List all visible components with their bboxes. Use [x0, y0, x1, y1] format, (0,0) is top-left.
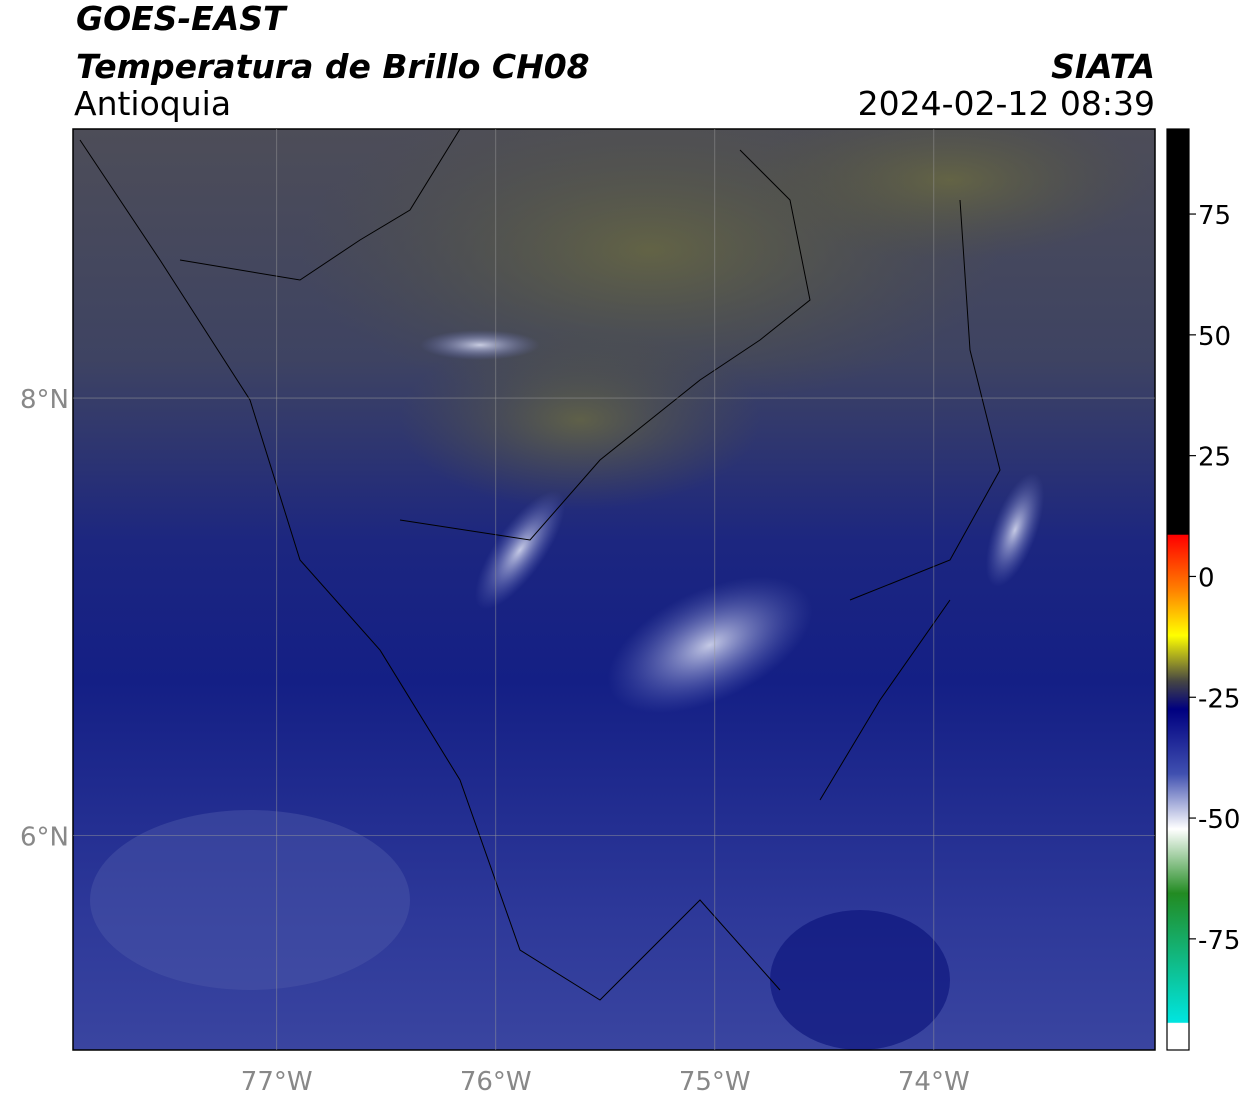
colorbar-tick-label: -25 [1198, 684, 1240, 714]
datetime: 2024-02-12 08:39 [858, 84, 1155, 123]
lon-label: 75°W [679, 1067, 751, 1097]
map-frame [72, 128, 1156, 1051]
colorbar-tick-label: 50 [1198, 322, 1231, 352]
source: GOES-EAST [76, 0, 288, 38]
lat-label: 6°N [20, 823, 69, 853]
colorbar-tick-label: 0 [1198, 563, 1215, 593]
title: Temperatura de Brillo CH08 [76, 47, 590, 86]
colorbar-tick-label: -50 [1198, 805, 1240, 835]
satellite-image [73, 129, 1155, 1050]
region: Antioquia [74, 84, 231, 123]
colorbar [1166, 128, 1190, 1051]
colorbar-tick-label: 25 [1198, 443, 1231, 473]
colorbar-tick-label: 75 [1198, 201, 1231, 231]
lon-label: 76°W [460, 1067, 532, 1097]
agency: SIATA [1051, 47, 1155, 86]
lon-label: 74°W [898, 1067, 970, 1097]
borders [79, 129, 1001, 1001]
lon-label: 77°W [241, 1067, 313, 1097]
colorbar-tick-label: -75 [1198, 926, 1240, 956]
lat-label: 8°N [20, 385, 69, 415]
